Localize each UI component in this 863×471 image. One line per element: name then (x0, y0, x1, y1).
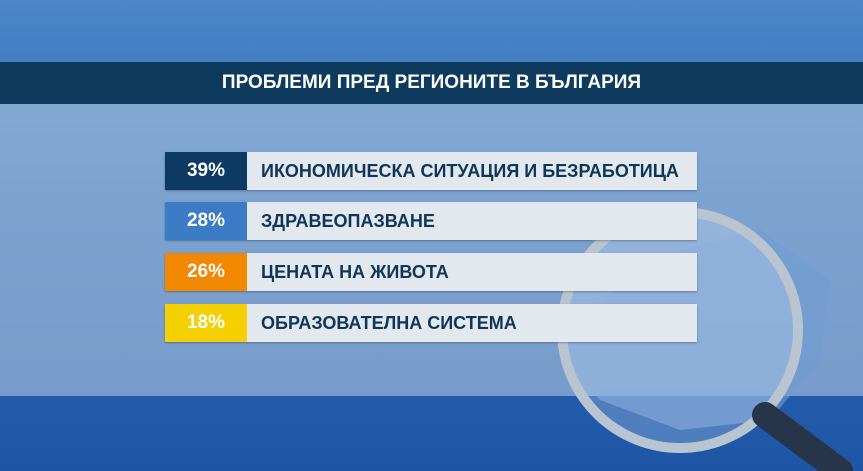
percent-box: 18% (165, 304, 247, 342)
list-row: 28% ЗДРАВЕОПАЗВАНЕ (165, 202, 697, 240)
item-label: ИКОНОМИЧЕСКА СИТУАЦИЯ И БЕЗРАБОТИЦА (261, 161, 679, 181)
item-label: ОБРАЗОВАТЕЛНА СИСТЕМА (261, 313, 517, 333)
list-row: 26% ЦЕНАТА НА ЖИВОТА (165, 253, 697, 291)
list-row: 18% ОБРАЗОВАТЕЛНА СИСТЕМА (165, 304, 697, 342)
percent-box: 26% (165, 253, 247, 291)
title: ПРОБЛЕМИ ПРЕД РЕГИОНИТЕ В БЪЛГАРИЯ (221, 72, 642, 93)
item-label: ЗДРАВЕОПАЗВАНЕ (261, 211, 435, 231)
title-band (0, 62, 863, 104)
percent-box: 28% (165, 202, 247, 240)
item-label: ЦЕНАТА НА ЖИВОТА (261, 262, 449, 282)
handle (752, 402, 853, 471)
percent-box: 39% (165, 152, 247, 190)
list-row: 39% ИКОНОМИЧЕСКА СИТУАЦИЯ И БЕЗРАБОТИЦА (165, 152, 697, 190)
